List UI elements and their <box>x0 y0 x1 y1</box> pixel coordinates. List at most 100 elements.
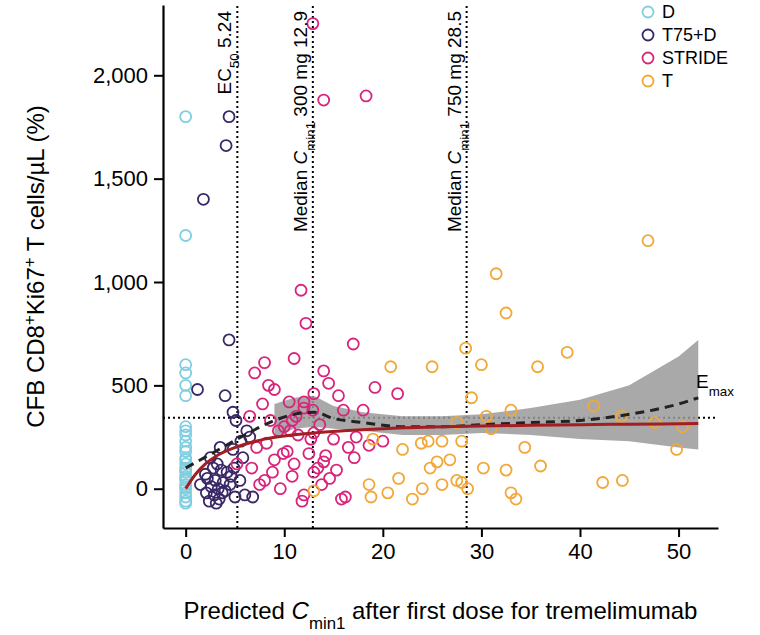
point <box>308 485 319 496</box>
point <box>201 487 212 498</box>
point <box>246 463 257 474</box>
point <box>382 487 393 498</box>
point <box>427 361 438 372</box>
tick-label: 0 <box>180 539 192 564</box>
point <box>308 467 319 478</box>
point <box>303 448 314 459</box>
point <box>588 401 599 412</box>
tick-mark <box>579 528 581 537</box>
text-part: Median <box>444 164 465 232</box>
text-part: Median <box>290 164 311 232</box>
tick: 2,000 <box>93 63 163 88</box>
series <box>192 111 258 509</box>
point <box>535 460 546 471</box>
tick-label: 50 <box>667 539 691 564</box>
point <box>466 392 477 403</box>
tick-label: 0 <box>136 476 148 501</box>
tick: 1,000 <box>93 270 163 295</box>
point <box>562 347 573 358</box>
point <box>671 444 682 455</box>
tick-mark <box>382 528 384 537</box>
tick: 40 <box>568 528 592 564</box>
point <box>259 357 270 368</box>
text-part: T cells/µL (%) <box>22 105 49 257</box>
text-part: CFB CD8 <box>22 325 49 428</box>
series <box>308 235 688 504</box>
point <box>643 235 654 246</box>
point <box>361 90 372 101</box>
point <box>393 473 404 484</box>
point <box>364 479 375 490</box>
point <box>318 365 329 376</box>
point <box>501 308 512 319</box>
tick-mark <box>678 528 680 537</box>
tick: 0 <box>180 528 192 564</box>
text-part: max <box>709 383 734 398</box>
point <box>367 434 378 445</box>
point <box>296 496 307 507</box>
text-part: Predicted <box>184 597 292 624</box>
text-part: Ki67 <box>22 267 49 315</box>
text-part: + <box>20 315 39 325</box>
tick-label: 500 <box>111 373 148 398</box>
axis-line <box>164 527 719 529</box>
point <box>323 378 334 389</box>
point <box>617 475 628 486</box>
point <box>307 405 318 416</box>
point <box>444 454 455 465</box>
point <box>318 95 329 106</box>
text-part: C <box>292 597 310 624</box>
point <box>436 479 447 490</box>
plot-area <box>163 5 718 528</box>
legend-marker <box>643 7 654 18</box>
point <box>180 498 191 509</box>
point <box>221 140 232 151</box>
point <box>180 111 191 122</box>
tick: 1,500 <box>93 166 163 191</box>
point <box>338 405 349 416</box>
point <box>318 456 329 467</box>
point <box>249 367 260 378</box>
point <box>239 489 250 500</box>
point <box>244 411 255 422</box>
text-part: + <box>20 257 39 267</box>
point <box>257 398 268 409</box>
point <box>198 194 209 205</box>
point <box>247 491 258 502</box>
point <box>423 436 434 447</box>
tick: 10 <box>273 528 297 564</box>
point <box>397 444 408 455</box>
tick: 500 <box>111 373 163 398</box>
point <box>211 498 222 509</box>
text-part: after first dose for tremelimumab <box>345 597 697 624</box>
legend-label: T <box>662 71 673 91</box>
annotation: EC50 5.24 <box>214 11 242 95</box>
tick-mark <box>481 528 483 537</box>
point <box>224 334 235 345</box>
tick-label: 30 <box>470 539 494 564</box>
point <box>456 436 467 447</box>
text-part: C <box>444 150 465 164</box>
point <box>259 475 270 486</box>
point <box>519 442 530 453</box>
point <box>308 388 319 399</box>
point <box>278 448 289 459</box>
text-part: 50 <box>227 53 242 68</box>
point <box>425 463 436 474</box>
point <box>392 388 403 399</box>
point <box>180 380 191 391</box>
point <box>251 442 262 453</box>
reference-line <box>466 5 468 528</box>
point <box>331 465 342 476</box>
text-part: min1 <box>302 122 317 151</box>
text-part: min1 <box>456 122 471 151</box>
point <box>460 343 471 354</box>
tick-label: 2,000 <box>93 63 148 88</box>
legend-marker <box>643 76 654 87</box>
point <box>340 491 351 502</box>
text-part: 5.24 <box>214 11 235 54</box>
point <box>296 285 307 296</box>
point <box>287 471 298 482</box>
point <box>180 230 191 241</box>
point <box>478 463 489 474</box>
